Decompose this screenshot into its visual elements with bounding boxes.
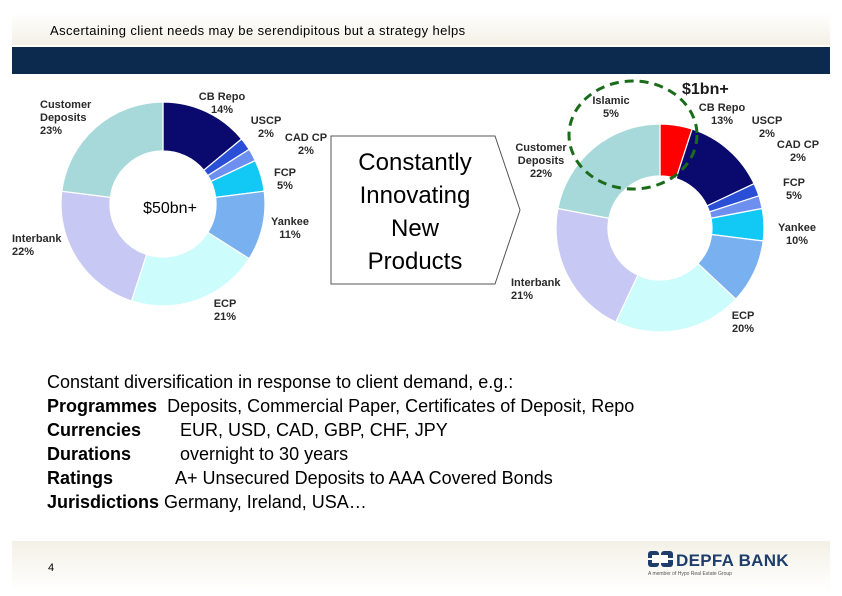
slice-label: Interbank 22%: [12, 233, 62, 258]
page-title: Ascertaining client needs may be serendi…: [50, 23, 466, 38]
center-label: $50bn+: [143, 200, 197, 217]
arrow-line: New: [390, 215, 439, 242]
slice-label: Customer Deposits 22%: [515, 142, 567, 180]
row-value: overnight to 30 years: [180, 444, 349, 464]
row-value: Germany, Ireland, USA…: [164, 492, 367, 512]
slice-label: CAD CP 2%: [777, 139, 819, 164]
row-key: Currencies: [47, 420, 142, 440]
detail-row: Programmes Deposits, Commercial Paper, C…: [47, 394, 634, 418]
header-bar: [12, 47, 830, 74]
row-key: Ratings: [47, 468, 114, 488]
slice-label: FCP 5%: [274, 167, 296, 192]
slice-label: ECP 21%: [214, 298, 237, 323]
innovation-arrow-box: [330, 135, 521, 285]
slice-label: CB Repo 13%: [699, 102, 746, 127]
row-key: Programmes: [47, 396, 158, 416]
intro-line: Constant diversification in response to …: [47, 372, 514, 392]
slice-label: USCP 2%: [251, 115, 282, 140]
slice-label: Interbank 21%: [511, 277, 561, 302]
donut-slice: [557, 123, 661, 219]
detail-row: Durations overnight to 30 years: [47, 442, 634, 466]
slice-label: ECP 20%: [732, 310, 755, 335]
slice-label: Yankee 11%: [271, 216, 309, 241]
slice-label: Islamic 5%: [592, 95, 629, 120]
row-value: Deposits, Commercial Paper, Certificates…: [167, 396, 635, 416]
donut-slice: [61, 101, 164, 199]
page-number: 4: [48, 562, 55, 574]
slice-label: Yankee 10%: [778, 222, 816, 247]
slice-label: USCP 2%: [752, 115, 783, 140]
arrow-line: Constantly: [358, 149, 472, 176]
row-value: A+ Unsecured Deposits to AAA Covered Bon…: [175, 468, 553, 488]
title-strip: [12, 12, 830, 45]
row-key: Jurisdictions: [47, 492, 160, 512]
depfa-logo-icon: [648, 551, 673, 567]
donut-chart-before: [60, 101, 266, 307]
logo-tagline: A member of Hypo Real Estate Group: [648, 571, 732, 577]
footer-strip: [12, 541, 830, 591]
donut-slice: [60, 190, 148, 302]
arrow-line: Innovating: [359, 182, 471, 209]
donut-slice: [614, 262, 737, 333]
highlight-circle: [567, 79, 699, 191]
detail-row: Jurisdictions Germany, Ireland, USA…: [47, 490, 634, 514]
row-value: EUR, USD, CAD, GBP, CHF, JPY: [180, 420, 448, 440]
slice-label: CB Repo 14%: [199, 91, 246, 116]
slice-label: Customer Deposits 23%: [40, 99, 92, 137]
highlight-label: $1bn+: [682, 81, 729, 98]
donut-chart-after: [555, 123, 765, 333]
detail-row: Ratings A+ Unsecured Deposits to AAA Cove…: [47, 466, 634, 490]
donut-slice: [555, 207, 639, 323]
row-key: Durations: [47, 444, 132, 464]
slice-label: FCP 5%: [783, 177, 805, 202]
logo-name: DEPFA BANK: [676, 551, 789, 570]
chart-labels-before: CB Repo 14%USCP 2% CAD CP 2% FCP 5% Yankee 11% EC…: [12, 91, 327, 323]
chart-labels-after: Islamic 5% CB Repo 13% USCP 2%CAD CP 2% FCP 5% Ya…: [511, 95, 819, 335]
arrow-line: Products: [367, 248, 463, 275]
arrow-text: Constantly Innovating New Products: [340, 146, 490, 278]
detail-row: Currencies EUR, USD, CAD, GBP, CHF, JPY: [47, 418, 634, 442]
slice-label: CAD CP 2%: [285, 132, 327, 157]
body-text: Constant diversification in response to …: [47, 370, 634, 514]
